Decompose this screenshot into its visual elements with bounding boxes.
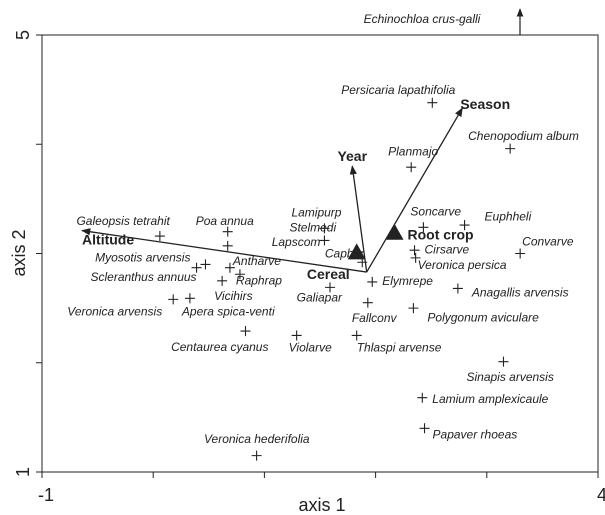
species-label: Soncarve [410, 204, 461, 218]
species-label: Veronica persica [418, 258, 507, 272]
species-point [410, 252, 421, 263]
species-point [367, 276, 378, 287]
env-arrow [366, 107, 463, 273]
species-label: Stelmedi [289, 221, 336, 235]
species-label: Antharve [232, 254, 281, 268]
centroid-label: Root crop [408, 226, 474, 242]
species-label: Anagallis arvensis [471, 286, 569, 300]
species-label: Vicihirs [214, 289, 252, 303]
species-point [240, 326, 251, 337]
species-point [319, 235, 330, 246]
species-point [452, 283, 463, 294]
species-point [406, 162, 417, 173]
species-point [409, 245, 420, 256]
species-label: Convarve [522, 235, 574, 249]
species-point [319, 223, 330, 234]
species-label: Galeopsis tetrahit [76, 214, 170, 228]
species-label: Veronica arvensis [67, 305, 162, 319]
species-label: Thlaspi arvense [357, 341, 442, 355]
species-point [191, 262, 202, 273]
species-label: Polygonum aviculare [427, 310, 539, 324]
species-label: Cirsarve [425, 242, 470, 256]
x-tick-label: 4 [597, 485, 605, 505]
species-point [325, 282, 336, 293]
species-label: Lamipurp [291, 206, 341, 220]
species-label: Scleranthus annuus [90, 270, 196, 284]
species-point [234, 269, 245, 280]
centroid-marker [347, 243, 366, 260]
species-point [222, 226, 233, 237]
species-label: Violarve [289, 341, 332, 355]
species-point [154, 231, 165, 242]
y-tick-label: 5 [13, 30, 33, 40]
species-point [505, 143, 516, 154]
species-point [200, 259, 211, 270]
species-label: Raphrap [236, 273, 282, 287]
species-label: Planmajo [388, 144, 438, 158]
species-point [427, 97, 438, 108]
species-point [419, 423, 430, 434]
species-point [459, 220, 470, 231]
species-label: Lamium amplexicaule [432, 392, 548, 406]
species-label: Persicaria lapathifolia [341, 83, 455, 97]
env-label: Season [460, 96, 510, 112]
species-label: Galiapar [297, 291, 343, 305]
species-label: Euphheli [485, 209, 532, 223]
annotation: Echinochloa crus-galli [364, 12, 481, 26]
x-tick-label: -1 [38, 485, 54, 505]
species-label: Elymrepe [382, 274, 433, 288]
species-point [408, 303, 419, 314]
env-arrow [349, 165, 368, 273]
species-point [515, 248, 526, 259]
species-label: Chenopodium album [468, 129, 579, 143]
species-point [418, 222, 429, 233]
species-label: Sinapis arvensis [466, 370, 553, 384]
y-axis-label: axis 2 [9, 229, 29, 276]
env-label: Year [337, 148, 367, 164]
species-point [351, 330, 362, 341]
centroid-marker [385, 223, 404, 240]
centroid-label: Cereal [307, 266, 350, 282]
species-label: Capbur [325, 246, 365, 260]
y-tick-label: 1 [13, 467, 33, 477]
env-arrow [81, 228, 367, 273]
species-label: Fallconv [352, 311, 398, 325]
species-point [362, 297, 373, 308]
species-label: Apera spica-venti [181, 304, 275, 318]
species-point [357, 257, 368, 268]
species-point [184, 293, 195, 304]
species-point [217, 275, 228, 286]
species-point [168, 294, 179, 305]
species-point [222, 240, 233, 251]
species-label: Lapscom [272, 235, 321, 249]
species-point [251, 450, 262, 461]
species-label: Veronica hederifolia [204, 432, 310, 446]
species-point [291, 330, 302, 341]
x-axis-label: axis 1 [298, 495, 345, 515]
env-label: Altitude [82, 231, 134, 247]
species-point [498, 356, 509, 367]
species-label: Myosotis arvensis [95, 251, 190, 265]
species-label: Papaver rhoeas [433, 427, 518, 441]
species-label: Centaurea cyanus [171, 340, 268, 354]
species-point [224, 262, 235, 273]
species-label: Poa annua [196, 214, 254, 228]
species-point [417, 392, 428, 403]
